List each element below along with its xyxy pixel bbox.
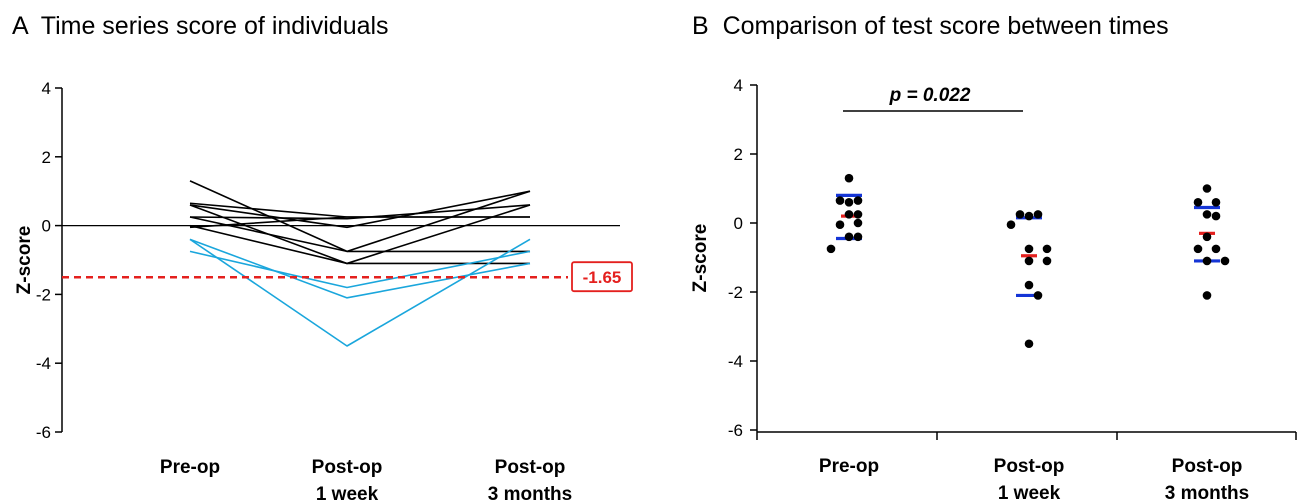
- panel-b-y-ticks: 4 2 0 -2 -4 -6: [728, 76, 757, 440]
- series-line-subject-4: [189, 204, 531, 265]
- data-point: [1024, 339, 1034, 349]
- series-line-subject-8: [189, 216, 530, 229]
- data-point: [844, 173, 854, 183]
- data-point: [1202, 184, 1212, 193]
- series-line-subject-1: [189, 180, 531, 253]
- data-point: [853, 210, 863, 219]
- panel-b-title: B Comparison of test score between times: [692, 12, 1169, 40]
- data-point: [835, 196, 845, 205]
- threshold-label: -1.65: [583, 268, 622, 287]
- panel-a-category-label: 3 months: [488, 484, 572, 500]
- data-point: [1033, 291, 1043, 300]
- y-tick-label: 4: [42, 79, 51, 98]
- panel-b-comparison: B Comparison of test score between times…: [690, 12, 1297, 500]
- y-tick-label: -4: [36, 354, 51, 373]
- y-tick-label: -2: [728, 283, 743, 302]
- data-point: [844, 198, 854, 207]
- y-tick-label: 0: [734, 214, 743, 233]
- panel-a-category-label: 1 week: [316, 484, 379, 500]
- panel-b-category-labels: Pre-op Post-op 1 week Post-op 3 months: [819, 456, 1249, 500]
- data-point: [1006, 220, 1016, 230]
- panel-b-x-ticks: [936, 432, 1297, 440]
- panel-b-category-label: 1 week: [998, 483, 1061, 500]
- data-point: [1015, 210, 1025, 219]
- data-point: [844, 232, 854, 242]
- panel-b-category-label: 3 months: [1165, 483, 1249, 500]
- series-line-subject-9: [189, 238, 531, 347]
- panel-b-marks: [826, 173, 1230, 349]
- y-tick-label: 4: [734, 76, 743, 95]
- data-point: [835, 220, 845, 230]
- panel-a-category-label: Pre-op: [160, 457, 220, 478]
- panel-b-category-label: Post-op: [994, 456, 1065, 477]
- data-point: [1193, 244, 1203, 254]
- threshold-label-box: [571, 261, 633, 293]
- data-point: [1202, 256, 1212, 266]
- panel-a-y-ticks: 4 2 0 -2 -4 -6: [36, 79, 62, 442]
- panel-a-series-lines: [189, 180, 531, 347]
- panel-a-category-label: Post-op: [312, 457, 383, 478]
- data-point: [1211, 244, 1221, 254]
- data-point: [1193, 198, 1203, 207]
- data-point: [844, 210, 854, 219]
- series-line-subject-10: [189, 238, 531, 299]
- data-point: [853, 196, 863, 205]
- series-line-subject-3: [189, 190, 531, 229]
- series-line-subject-11: [189, 250, 531, 289]
- data-point: [1202, 210, 1212, 219]
- data-point: [1042, 256, 1052, 266]
- data-point: [1211, 211, 1221, 221]
- data-point: [1024, 211, 1034, 221]
- panel-a-category-label: Post-op: [495, 457, 566, 478]
- series-line-subject-6: [189, 216, 530, 253]
- panel-b-category-label: Post-op: [1172, 456, 1243, 477]
- y-tick-label: -6: [36, 423, 51, 442]
- panel-b-category-label: Pre-op: [819, 456, 879, 477]
- data-point: [1033, 210, 1043, 219]
- data-point: [853, 232, 863, 242]
- data-point: [1042, 244, 1052, 254]
- panel-a-time-series: A Time series score of individuals Z-sco…: [12, 12, 633, 500]
- series-line-subject-2: [189, 202, 530, 218]
- data-point: [1024, 280, 1034, 290]
- panel-a-category-labels: Pre-op Post-op 1 week Post-op 3 months: [160, 457, 572, 500]
- data-point: [1202, 232, 1212, 242]
- y-tick-label: -4: [728, 352, 743, 371]
- series-line-subject-5: [189, 204, 531, 220]
- data-point: [1024, 256, 1034, 266]
- p-value-label: p = 0.022: [889, 85, 971, 106]
- data-point: [1211, 198, 1221, 207]
- y-tick-label: 2: [734, 145, 743, 164]
- y-tick-label: 2: [42, 148, 51, 167]
- y-tick-label: -2: [36, 285, 51, 304]
- data-point: [1024, 244, 1034, 254]
- panel-a-y-label: Z-score: [14, 226, 35, 295]
- y-tick-label: -6: [728, 421, 743, 440]
- data-point: [826, 244, 836, 254]
- panel-b-y-label: Z-score: [690, 224, 711, 293]
- data-point: [1202, 291, 1212, 300]
- data-point: [1220, 256, 1230, 266]
- y-tick-label: 0: [42, 217, 51, 236]
- data-point: [853, 218, 863, 228]
- panel-a-title: A Time series score of individuals: [12, 12, 389, 40]
